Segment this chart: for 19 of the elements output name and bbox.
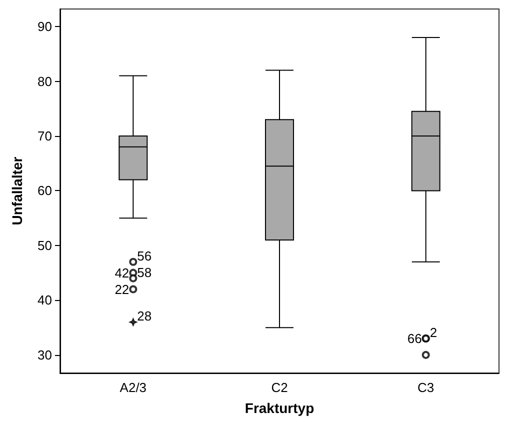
- y-tick-label: 80: [38, 74, 52, 89]
- annotation: 42: [114, 265, 130, 280]
- x-tick-label: C2: [271, 380, 288, 395]
- y-axis-title: Unfallalter: [9, 156, 25, 226]
- y-tick-label: 60: [38, 183, 52, 198]
- y-tick-label: 30: [38, 347, 52, 362]
- x-tick-label: C3: [418, 380, 434, 395]
- annotation: 2: [430, 325, 438, 340]
- annotation: 58: [137, 264, 152, 280]
- annotation: 28: [137, 308, 152, 324]
- y-tick-label: 70: [38, 128, 52, 144]
- x-axis-title: Frakturtyp: [244, 400, 314, 416]
- y-tick-label: 40: [38, 292, 52, 308]
- annotation: 66: [407, 331, 422, 346]
- annotation: 56: [137, 248, 152, 264]
- y-tick-label: 90: [38, 19, 52, 34]
- annotation: 22: [114, 282, 130, 297]
- x-tick-label: A2/3: [120, 380, 147, 395]
- y-tick-label: 50: [38, 238, 52, 253]
